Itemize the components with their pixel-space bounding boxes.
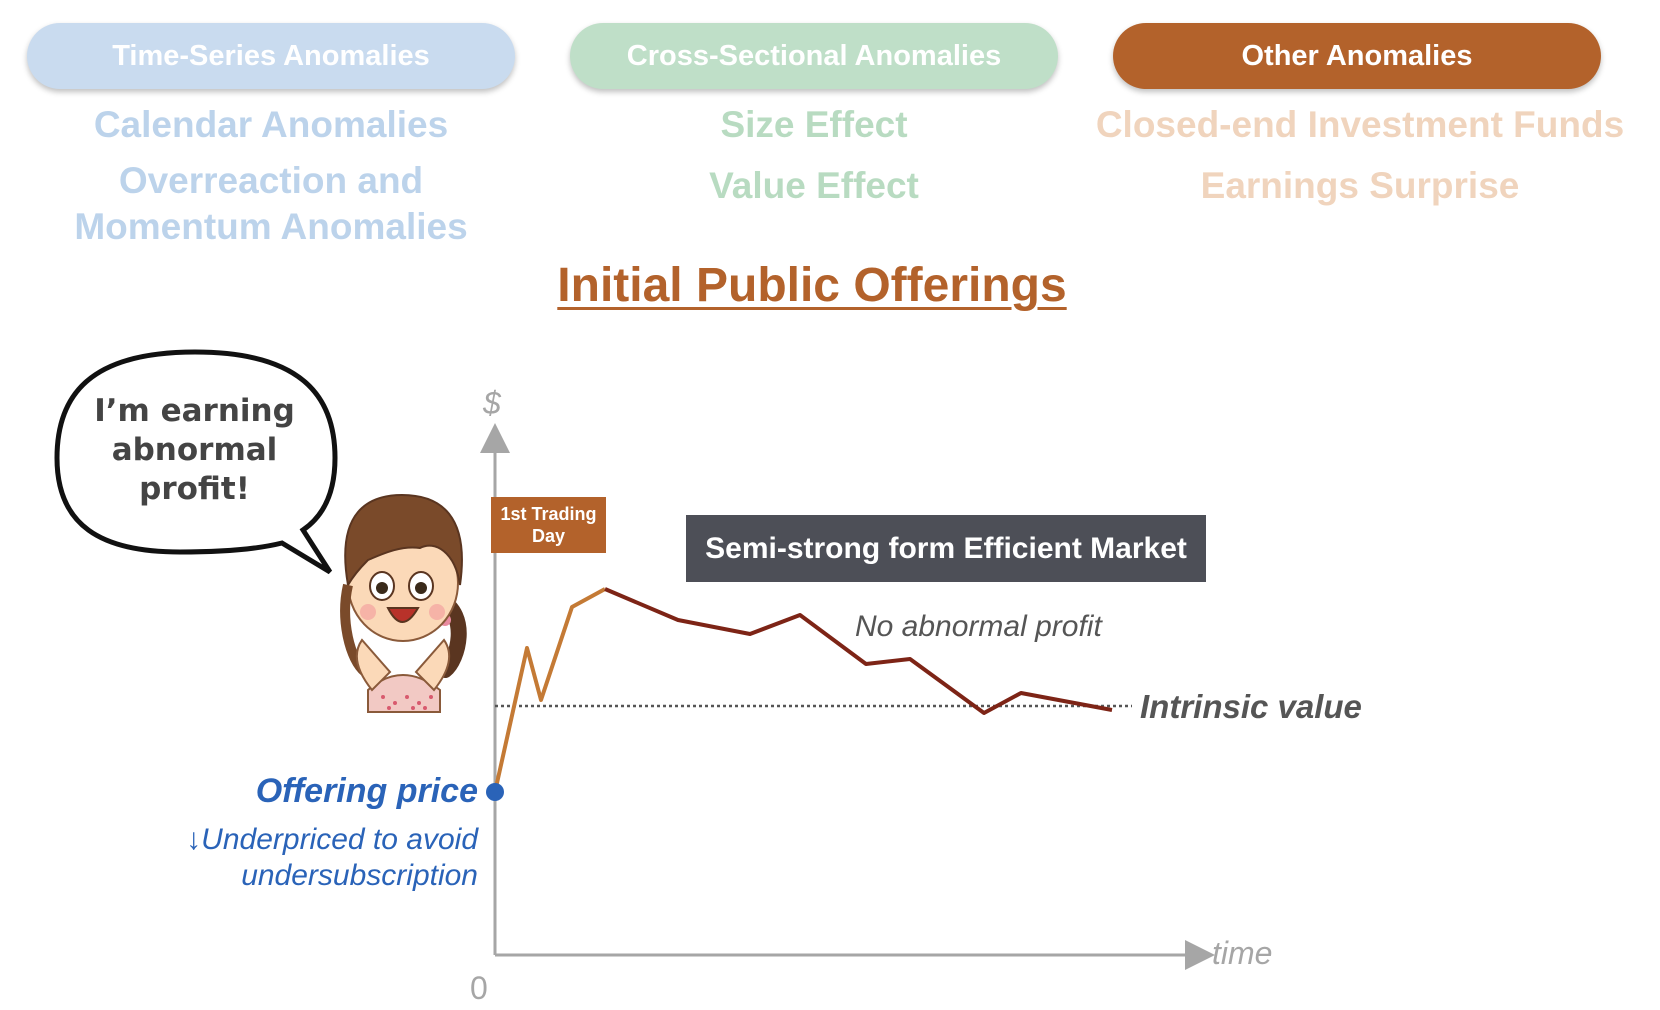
item-size-effect: Size Effect [720, 104, 908, 145]
item-closed-end-funds: Closed-end Investment Funds [1095, 104, 1625, 145]
no-abnormal-profit-note: No abnormal profit [855, 610, 1102, 643]
category-time-series[interactable]: Time-Series Anomalies [27, 23, 515, 89]
y-axis-label: $ [483, 385, 501, 421]
item-calendar-anomalies: Calendar Anomalies [93, 104, 449, 145]
post-ipo-price-line [604, 587, 1113, 715]
underpriced-note-line1: ↓Underpriced to avoid [186, 823, 478, 856]
origin-label: 0 [470, 970, 488, 1006]
item-overreaction-momentum: Overreaction and Momentum Anomalies [74, 160, 468, 247]
speech-bubble-text: I’m earning abnormal profit! [94, 393, 295, 507]
speech-bubble [54, 349, 338, 575]
first-trading-day-text: 1st Trading Day [500, 504, 597, 546]
market-box-text: Semi-strong form Efficient Market [705, 531, 1187, 565]
intrinsic-value-label: Intrinsic value [1140, 688, 1362, 725]
girl-avatar [340, 493, 467, 713]
x-axis-label: time [1212, 935, 1273, 971]
page-title: Initial Public Offerings [557, 259, 1067, 312]
item-earnings-surprise: Earnings Surprise [1200, 165, 1520, 206]
first-day-price-line [493, 587, 606, 793]
category-cross-sectional[interactable]: Cross-Sectional Anomalies [570, 23, 1058, 89]
underpriced-note-line2: undersubscription [241, 859, 478, 892]
market-box [686, 515, 1206, 582]
offering-price-label: Offering price [255, 772, 478, 810]
offering-price-point [486, 783, 504, 801]
first-trading-day-badge [491, 497, 606, 553]
item-value-effect: Value Effect [709, 165, 919, 206]
category-other[interactable]: Other Anomalies [1113, 23, 1601, 89]
